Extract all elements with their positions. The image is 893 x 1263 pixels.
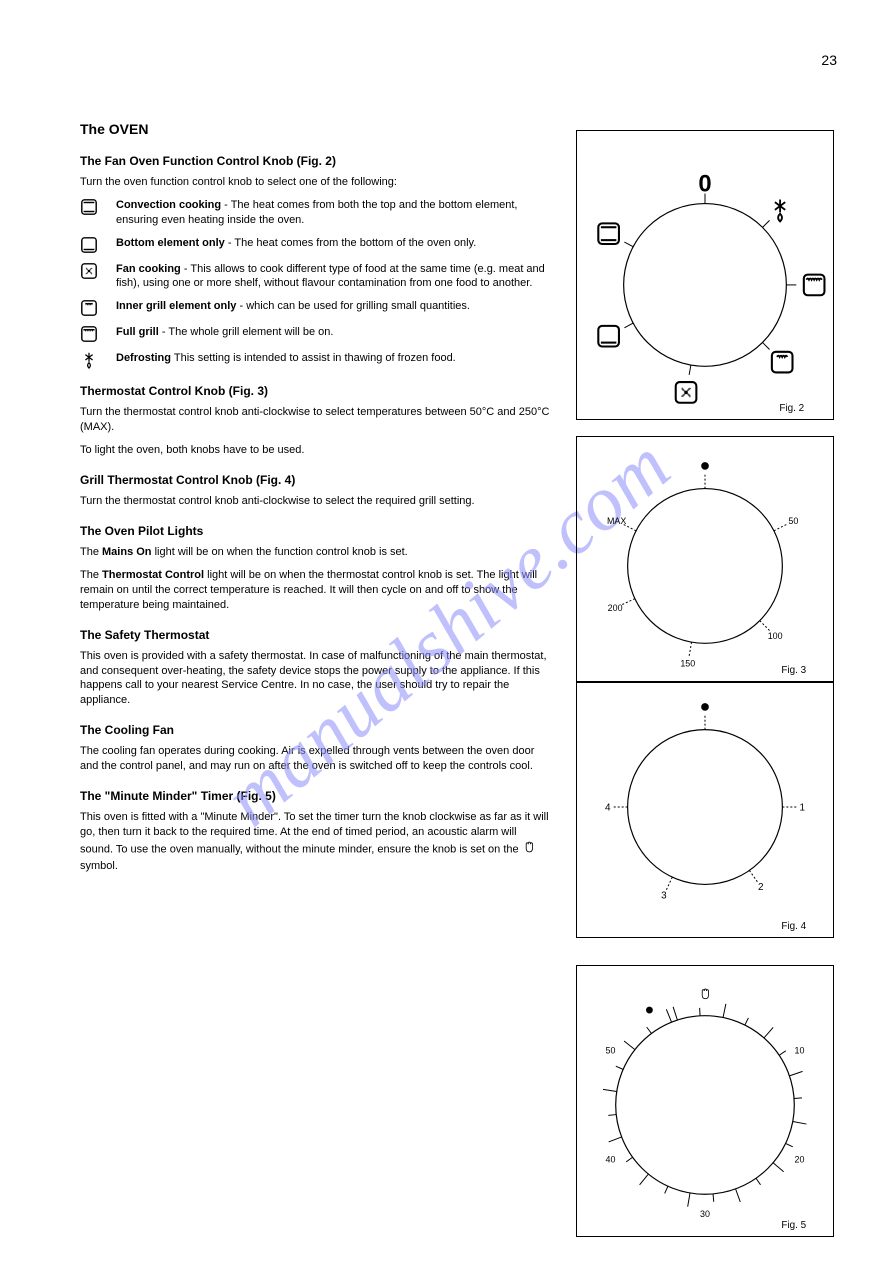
paragraph: Turn the oven function control knob to s…	[80, 175, 550, 190]
paragraph: The cooling fan operates during cooking.…	[80, 744, 550, 774]
svg-text:MAX: MAX	[607, 516, 626, 526]
paragraph: This oven is fitted with a "Minute Minde…	[80, 810, 550, 873]
hand-icon	[522, 840, 536, 859]
figure-function-dial: 0 Fig. 2	[576, 130, 834, 420]
list-item-label: Fan cooking - This allows to cook differ…	[102, 262, 550, 292]
section-heading: The Oven Pilot Lights	[80, 523, 550, 539]
figure-grill-thermostat-dial: ● 1 2 3 4 Fig. 4	[576, 682, 834, 938]
section-heading: The Safety Thermostat	[80, 627, 550, 643]
list-item: Convection cooking - The heat comes from…	[80, 198, 550, 228]
text-column: The OVEN The Fan Oven Function Control K…	[80, 120, 550, 882]
svg-text:2: 2	[758, 882, 764, 893]
list-item: Defrosting This setting is intended to a…	[80, 351, 550, 369]
list-item-label: Convection cooking - The heat comes from…	[102, 198, 550, 228]
paragraph: This oven is provided with a safety ther…	[80, 649, 550, 708]
svg-text:30: 30	[700, 1209, 710, 1219]
paragraph: Turn the thermostat control knob anti-cl…	[80, 405, 550, 435]
list-item-label: Full grill - The whole grill element wil…	[102, 325, 550, 340]
list-item: Inner grill element only - which can be …	[80, 299, 550, 317]
defrost-icon	[80, 351, 102, 369]
list-item-label: Bottom element only - The heat comes fro…	[102, 236, 550, 251]
svg-text:50: 50	[788, 516, 798, 526]
list-item: Full grill - The whole grill element wil…	[80, 325, 550, 343]
svg-text:●: ●	[645, 1001, 655, 1018]
svg-text:50: 50	[606, 1046, 616, 1056]
svg-text:10: 10	[795, 1046, 805, 1056]
paragraph: To light the oven, both knobs have to be…	[80, 443, 550, 458]
svg-text:150: 150	[680, 659, 695, 669]
svg-text:200: 200	[608, 603, 623, 613]
svg-text:Fig. 5: Fig. 5	[781, 1220, 806, 1231]
paragraph: The Thermostat Control light will be on …	[80, 568, 550, 613]
bottom-icon	[80, 236, 102, 254]
grill-small-icon	[80, 299, 102, 317]
svg-text:●: ●	[700, 696, 711, 716]
section-heading: The Cooling Fan	[80, 722, 550, 738]
section-heading: Thermostat Control Knob (Fig. 3)	[80, 383, 550, 399]
top-bottom-icon	[80, 198, 102, 216]
svg-text:Fig. 3: Fig. 3	[781, 665, 806, 676]
page-title: The OVEN	[80, 120, 550, 139]
grill-full-icon	[80, 325, 102, 343]
section-heading: The "Minute Minder" Timer (Fig. 5)	[80, 788, 550, 804]
paragraph: The Mains On light will be on when the f…	[80, 545, 550, 560]
list-item-label: Inner grill element only - which can be …	[102, 299, 550, 314]
paragraph: Turn the thermostat control knob anti-cl…	[80, 494, 550, 509]
svg-text:Fig. 2: Fig. 2	[779, 403, 804, 414]
svg-text:4: 4	[605, 802, 611, 813]
svg-text:●: ●	[700, 455, 711, 475]
svg-text:1: 1	[799, 802, 805, 813]
figure-timer-dial: ● 10 20 30 40 50 Fig. 5	[576, 965, 834, 1237]
svg-text:3: 3	[661, 891, 667, 902]
figure-thermostat-dial: ● 50 100 150 200 MAX Fig. 3	[576, 436, 834, 682]
list-item: Fan cooking - This allows to cook differ…	[80, 262, 550, 292]
page-number: 23	[821, 52, 837, 68]
svg-text:100: 100	[768, 631, 783, 641]
symbol-list: Convection cooking - The heat comes from…	[80, 198, 550, 369]
svg-text:40: 40	[606, 1155, 616, 1165]
svg-text:0: 0	[698, 171, 711, 198]
section-heading: Grill Thermostat Control Knob (Fig. 4)	[80, 472, 550, 488]
section-heading: The Fan Oven Function Control Knob (Fig.…	[80, 153, 550, 169]
list-item-label: Defrosting This setting is intended to a…	[102, 351, 550, 366]
svg-text:Fig. 4: Fig. 4	[781, 921, 806, 932]
list-item: Bottom element only - The heat comes fro…	[80, 236, 550, 254]
svg-text:20: 20	[795, 1155, 805, 1165]
fan-icon	[80, 262, 102, 280]
